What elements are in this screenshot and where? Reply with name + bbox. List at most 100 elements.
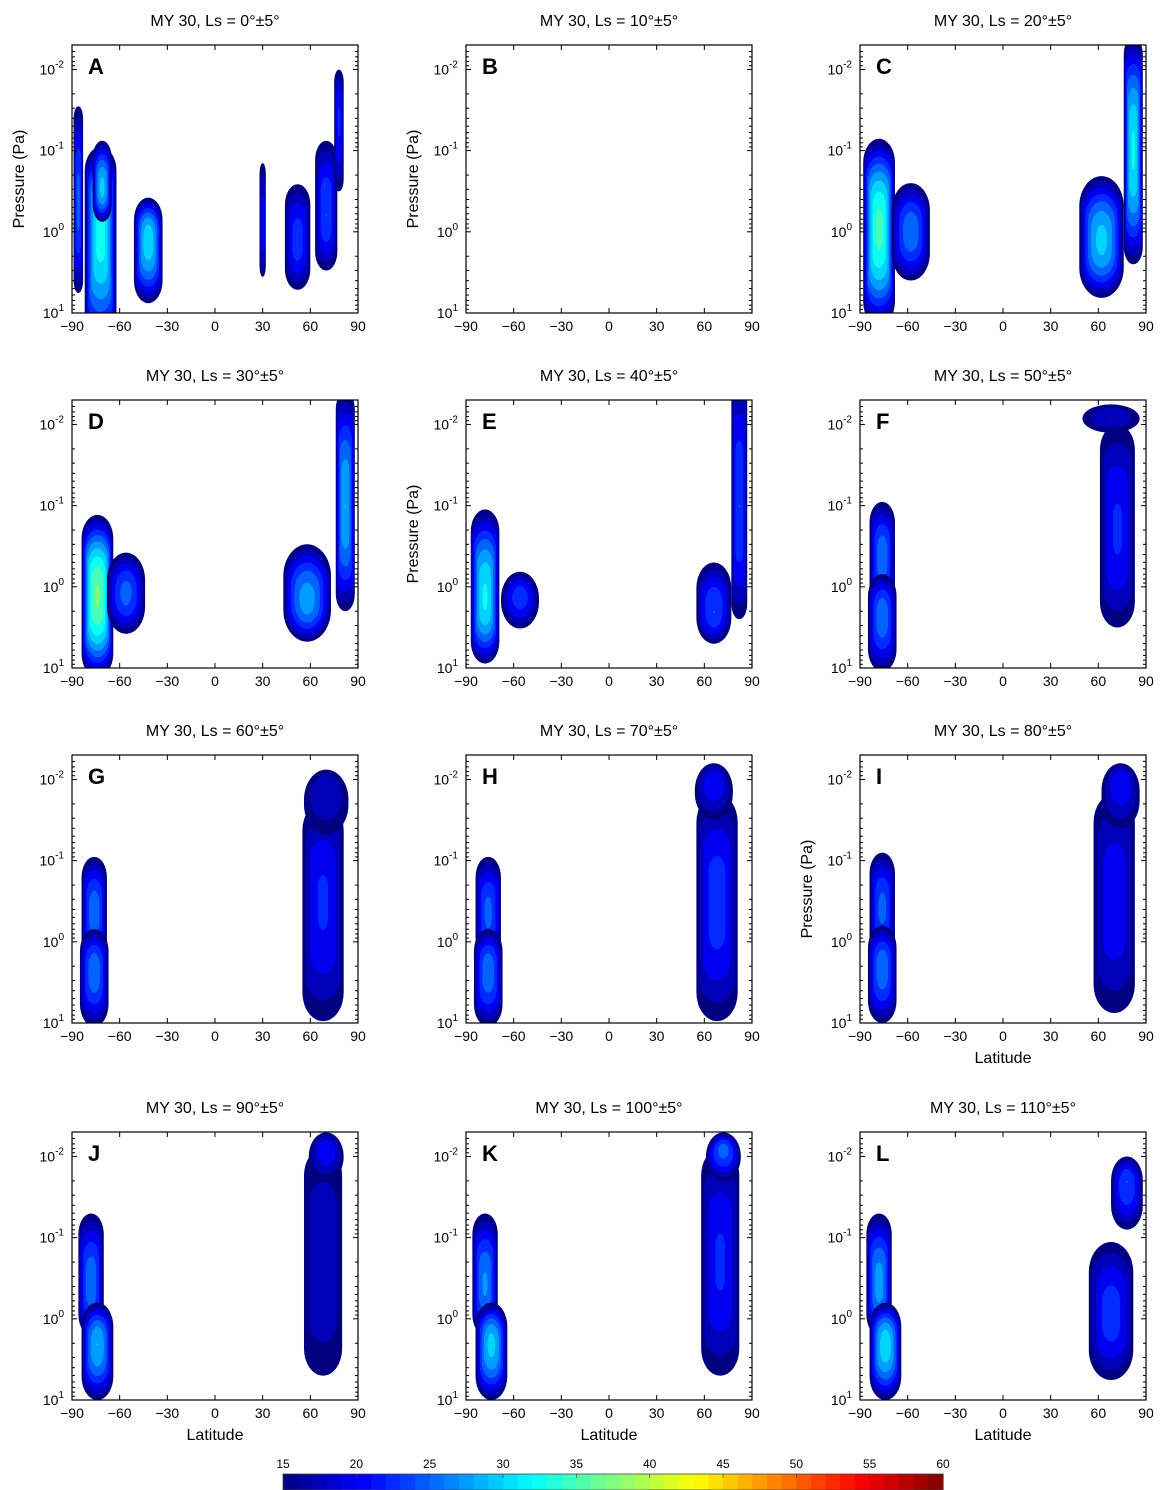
panel-letter: B	[482, 54, 498, 79]
panel-letter: K	[482, 1141, 498, 1166]
y-tick-label: 10-2	[828, 414, 853, 432]
x-tick-label: −90	[454, 673, 478, 689]
contour-level	[703, 770, 725, 802]
contour-blob	[303, 769, 349, 835]
y-tick-label: 100	[437, 577, 459, 595]
contour-blob	[1101, 763, 1140, 829]
x-tick-label: −60	[896, 1028, 920, 1044]
y-tick-label: 100	[831, 932, 853, 950]
x-tick-label: 90	[744, 1028, 760, 1044]
y-tick-label: 101	[437, 1390, 459, 1408]
contour-level	[877, 535, 888, 579]
contour-blob	[79, 929, 109, 1023]
x-tick-label: 30	[649, 318, 665, 334]
contour-blob	[869, 1302, 902, 1400]
colorbar-segment	[737, 1474, 753, 1490]
y-tick-label: 101	[831, 1013, 853, 1031]
x-tick-label: 30	[1043, 318, 1059, 334]
contour-blob	[1111, 1156, 1143, 1230]
contour-blob	[867, 574, 897, 668]
contour-blob	[303, 1148, 343, 1376]
colorbar-segment	[649, 1474, 665, 1490]
y-tick-label: 10-1	[434, 1228, 459, 1246]
y-tick-label: 10-2	[434, 769, 459, 787]
panel-grid: MY 30, Ls = 0°±5° −90 −60 −30 0 30 60 90 10-2 10-…	[11, 13, 1154, 1444]
contour-level	[875, 208, 883, 250]
y-tick-label: 10-1	[40, 851, 65, 869]
x-tick-label: 60	[697, 318, 713, 334]
plot-area	[72, 45, 358, 313]
y-tick-label: 100	[43, 577, 65, 595]
contour-level	[88, 953, 101, 993]
y-tick-label: 101	[831, 1390, 853, 1408]
contour-level	[76, 174, 80, 231]
colorbar-segment	[459, 1474, 475, 1490]
x-tick-label: 60	[303, 1028, 319, 1044]
contour-level	[876, 949, 889, 990]
y-axis-label: Pressure (Pa)	[799, 840, 816, 939]
y-tick-label: 10-2	[40, 59, 65, 77]
contour-level	[299, 582, 315, 615]
colorbar-segment	[752, 1474, 768, 1490]
colorbar-segment	[869, 1474, 885, 1490]
contour-level	[337, 106, 341, 137]
x-tick-label: −60	[896, 1405, 920, 1421]
panel-l: MY 30, Ls = 110°±5° −90 −60 −30 0 30 60 90 10-2 1…	[828, 1100, 1154, 1444]
colorbar-segment	[561, 1474, 577, 1490]
contour-blob	[283, 544, 331, 642]
contour-blob	[863, 138, 895, 313]
panel-title: MY 30, Ls = 40°±5°	[540, 368, 678, 385]
y-tick-label: 10-2	[40, 1146, 65, 1164]
contour-blob	[1079, 176, 1124, 298]
panel-title: MY 30, Ls = 30°±5°	[146, 368, 284, 385]
contour-level	[708, 856, 726, 950]
colorbar-segment	[532, 1474, 548, 1490]
contour-field	[867, 404, 1140, 668]
contour-level	[879, 1329, 891, 1363]
x-tick-label: 60	[1091, 318, 1107, 334]
contour-level	[878, 892, 887, 925]
colorbar-segment	[503, 1474, 519, 1490]
x-tick-label: −60	[108, 673, 132, 689]
y-tick-label: 10-1	[828, 496, 853, 514]
contour-level	[89, 890, 100, 934]
colorbar-tick-label: 45	[716, 1457, 730, 1471]
x-tick-label: 0	[999, 673, 1007, 689]
contour-level	[1110, 416, 1113, 419]
x-tick-label: −60	[502, 673, 526, 689]
x-tick-label: 0	[999, 1405, 1007, 1421]
contour-blob	[1123, 45, 1143, 265]
y-tick-label: 100	[437, 222, 459, 240]
contour-blob	[694, 763, 733, 821]
colorbar-segment	[796, 1474, 812, 1490]
colorbar-segment	[312, 1474, 328, 1490]
colorbar-tick-label: 25	[423, 1457, 437, 1471]
x-tick-label: −60	[896, 318, 920, 334]
panel-e: MY 30, Ls = 40°±5° −90 −60 −30 0 30 60 90 10-2 10…	[405, 368, 760, 689]
panel-title: MY 30, Ls = 70°±5°	[540, 723, 678, 740]
contour-level	[712, 611, 715, 614]
panel-title: MY 30, Ls = 90°±5°	[146, 1100, 284, 1117]
x-tick-label: 60	[303, 673, 319, 689]
x-tick-label: −30	[549, 1405, 573, 1421]
y-axis-label: Pressure (Pa)	[405, 130, 422, 229]
x-tick-label: 90	[350, 318, 366, 334]
panel-title: MY 30, Ls = 0°±5°	[150, 13, 279, 30]
contour-blob	[867, 925, 897, 1023]
colorbar-segment	[913, 1474, 929, 1490]
x-tick-label: 90	[1138, 1405, 1154, 1421]
y-tick-label: 10-1	[434, 496, 459, 514]
contour-level	[1125, 1180, 1128, 1183]
panel-title: MY 30, Ls = 50°±5°	[934, 368, 1072, 385]
x-tick-label: −60	[108, 1405, 132, 1421]
colorbar-segment	[371, 1474, 387, 1490]
contour-level	[1118, 1168, 1135, 1206]
x-tick-label: −30	[943, 1028, 967, 1044]
x-tick-label: 30	[1043, 1405, 1059, 1421]
colorbar-tick-label: 35	[570, 1457, 584, 1471]
panel-letter: E	[482, 409, 497, 434]
x-tick-label: −30	[155, 1405, 179, 1421]
contour-blob	[334, 69, 344, 192]
x-tick-label: −60	[502, 1028, 526, 1044]
colorbar-segment	[400, 1474, 416, 1490]
